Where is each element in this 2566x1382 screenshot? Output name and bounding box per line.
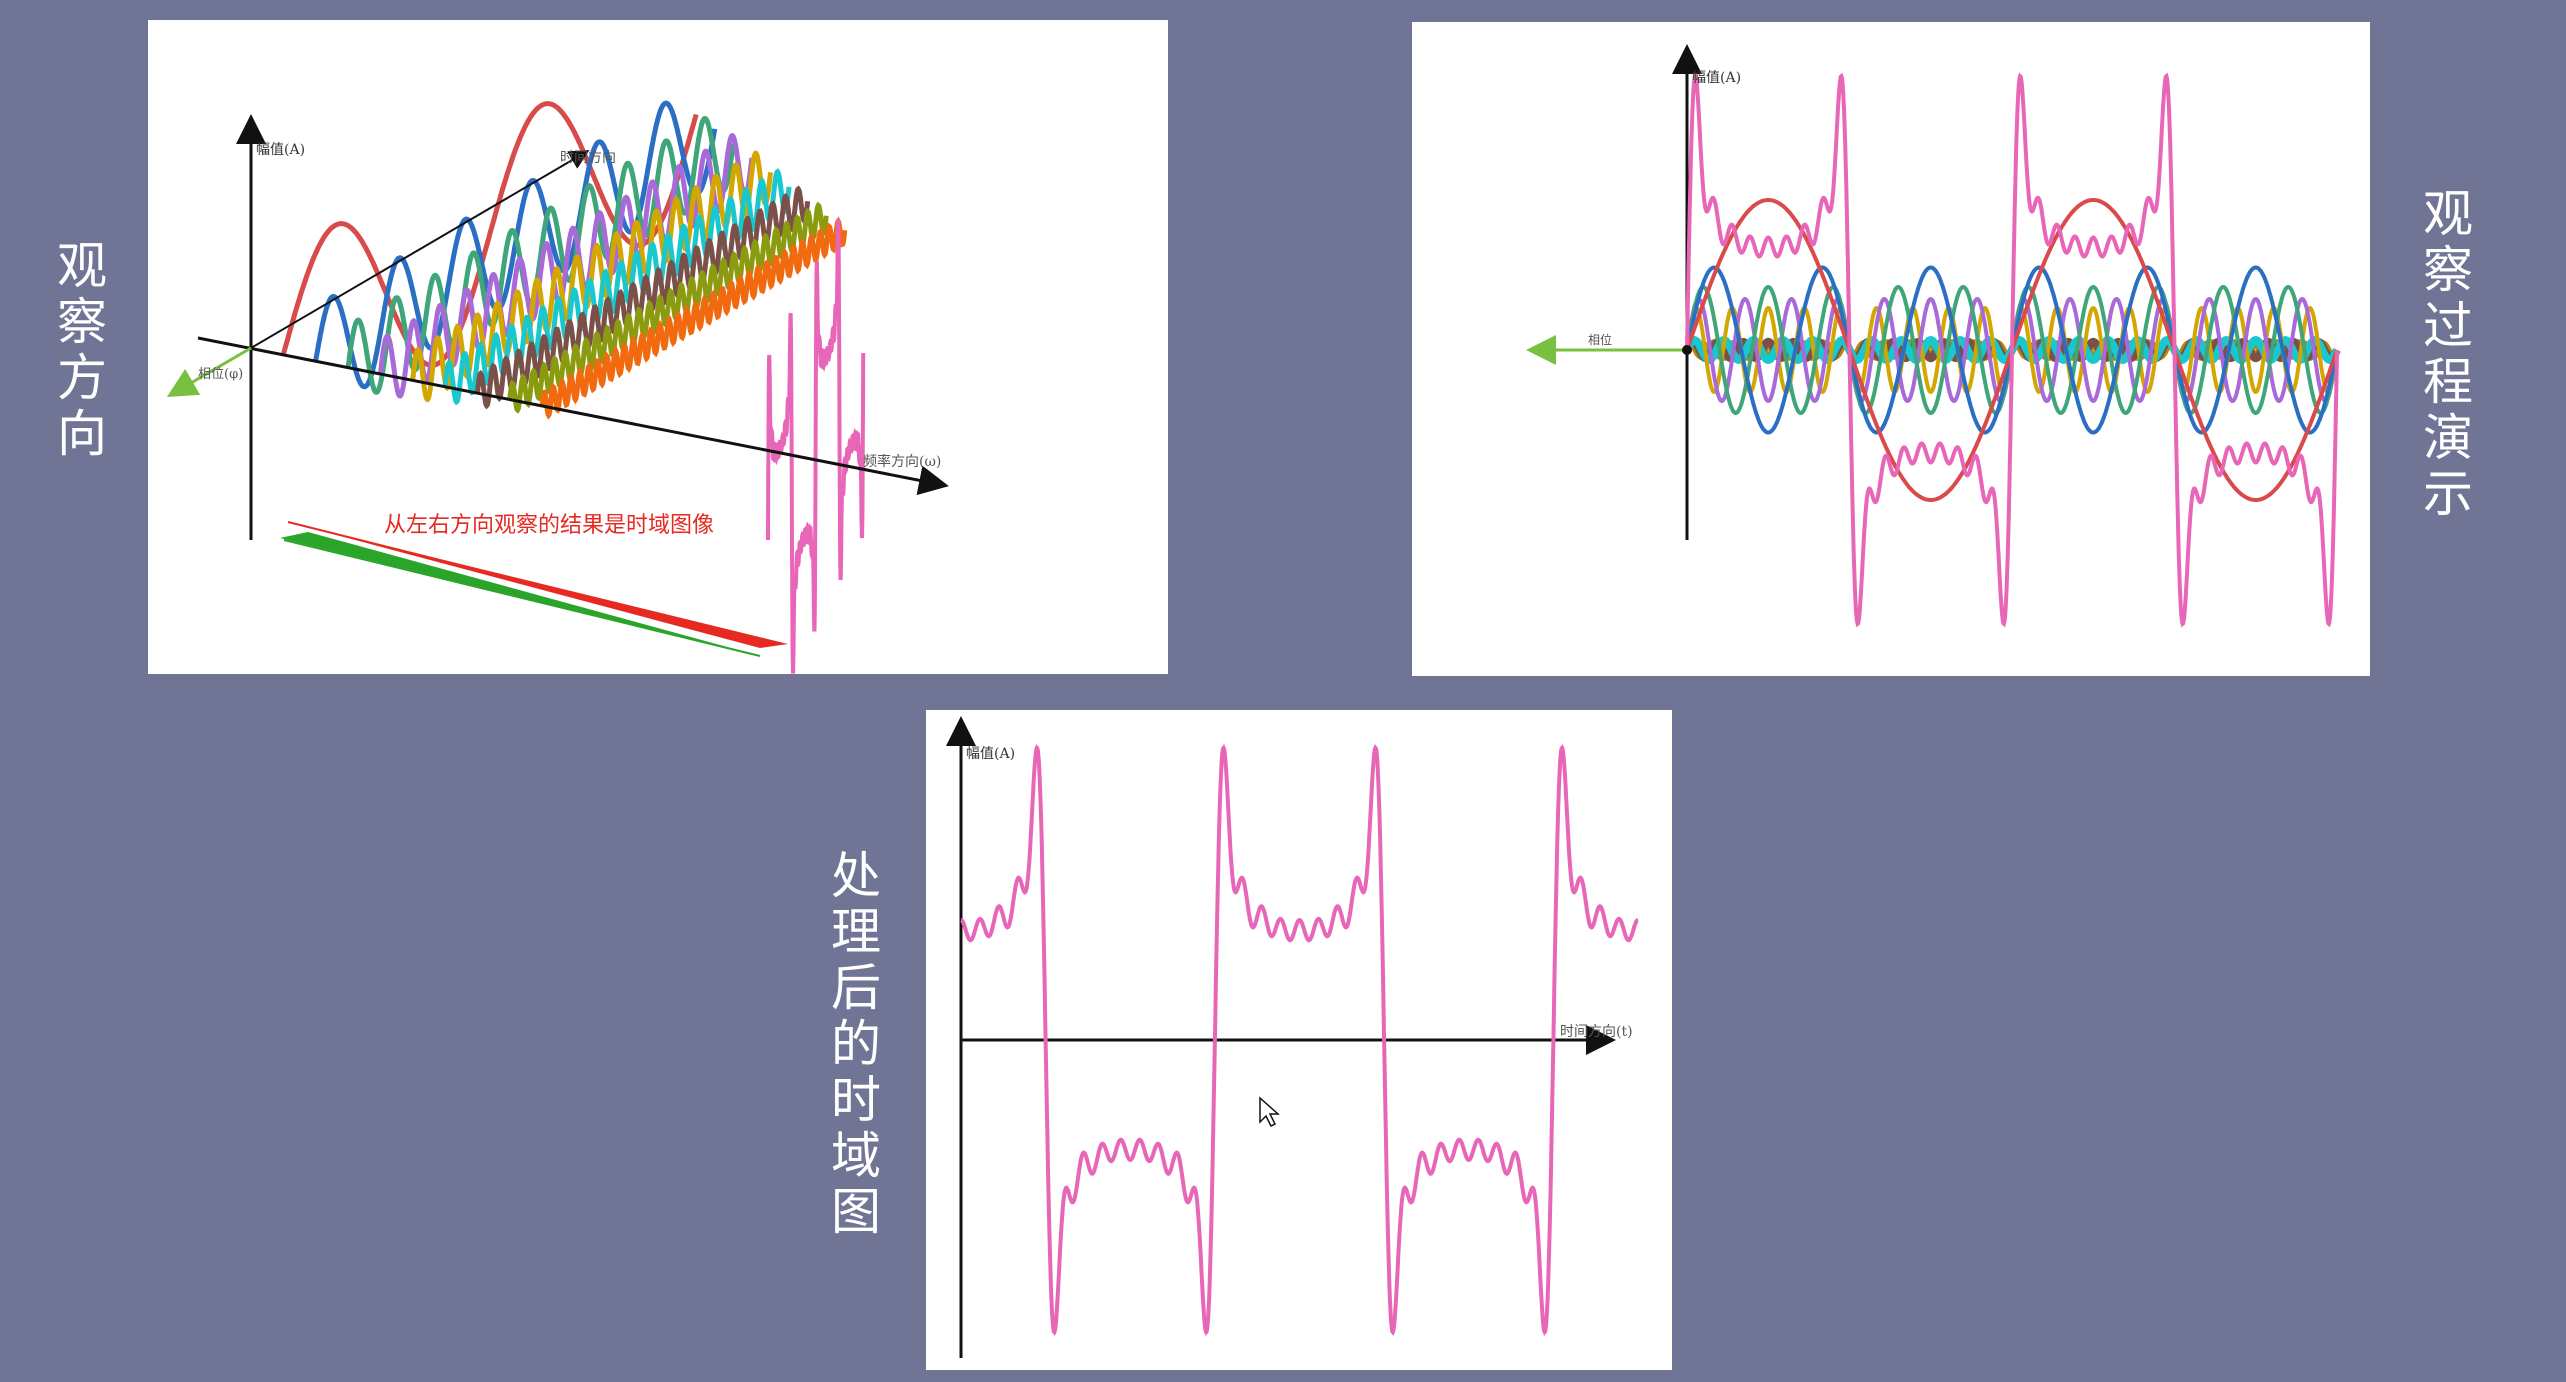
panel-time-domain: 幅值(A) 时间方向(t) [926, 710, 1672, 1370]
harmonic-5 [410, 150, 773, 403]
spectrum-3d-figure: 幅值(A) 时间方向 频率方向(ω) 相位(φ) 从左右方向观察的结果是时域图像 [166, 100, 949, 674]
green-arrow [283, 539, 761, 657]
front-view-figure: 幅值(A) 相位 [1526, 44, 2341, 628]
origin-dot [1682, 345, 1692, 355]
frequency-axis [197, 336, 949, 496]
time-axis-label-2: 时间方向(t) [1560, 1024, 1633, 1040]
front-phase-label: 相位 [1588, 332, 1612, 347]
composite-wave-front [1685, 72, 2339, 628]
annotation-text: 从左右方向观察的结果是时域图像 [384, 513, 714, 538]
amplitude-axis-label: 幅值(A) [256, 142, 305, 158]
panel-3d-spectrum: 幅值(A) 时间方向 频率方向(ω) 相位(φ) 从左右方向观察的结果是时域图像 [148, 20, 1168, 674]
harmonic-9 [539, 216, 848, 420]
harmonic-8 [507, 201, 829, 414]
time-axis-label: 时间方向 [560, 150, 616, 166]
harmonic-waves [280, 100, 866, 674]
front-amplitude-label: 幅值(A) [1692, 70, 1741, 86]
left-vertical-label: 观察方向 [57, 237, 107, 463]
front-harmonic-waves [1683, 72, 2341, 628]
composite-wave-3d [766, 219, 866, 674]
phase-axis-label: 相位(φ) [198, 367, 243, 382]
time-amplitude-label: 幅值(A) [966, 746, 1015, 762]
mouse-pointer-icon [1259, 1096, 1280, 1128]
composite-waveform [960, 744, 1639, 1336]
time-axis [250, 149, 590, 349]
green-arrow-head [280, 532, 760, 656]
time-domain-figure: 幅值(A) 时间方向(t) [946, 716, 1639, 1358]
middle-vertical-label: 处理后的时域图 [831, 847, 881, 1241]
panel-front-view: 幅值(A) 相位 [1412, 22, 2370, 676]
red-arrow-head [288, 522, 788, 648]
harmonic-1 [280, 101, 699, 368]
phase-axis [166, 346, 252, 398]
frequency-axis-label: 频率方向(ω) [863, 453, 941, 470]
right-vertical-label: 观察过程演示 [2423, 185, 2473, 523]
